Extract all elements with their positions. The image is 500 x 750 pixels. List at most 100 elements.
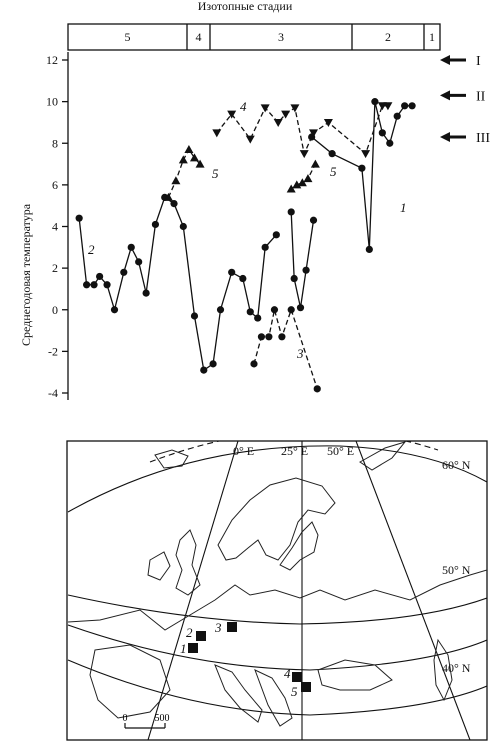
series-1-point bbox=[309, 216, 318, 224]
series-3-point bbox=[313, 385, 321, 393]
site-marker-2 bbox=[196, 631, 206, 641]
series-2-point bbox=[228, 268, 236, 276]
coast-ireland bbox=[147, 551, 171, 581]
y-tick-label: 6 bbox=[52, 178, 58, 192]
site-marker-5 bbox=[301, 682, 311, 692]
series-2-point bbox=[103, 281, 111, 289]
series-3-line bbox=[253, 307, 318, 390]
y-tick-label: 0 bbox=[52, 303, 58, 317]
series-2-point bbox=[135, 258, 143, 266]
series-1-point bbox=[386, 139, 394, 147]
coast-continent bbox=[67, 569, 487, 631]
site-marker-3 bbox=[227, 622, 237, 632]
y-tick-label: -2 bbox=[48, 344, 58, 358]
lon-label-25: 25° E bbox=[281, 444, 308, 458]
lon-label-50: 50° E bbox=[327, 444, 354, 458]
series-5-point bbox=[310, 159, 320, 168]
lon-label-0: 0° E bbox=[233, 444, 254, 458]
series-3-point bbox=[278, 333, 286, 341]
sites: 12 3 45 bbox=[180, 620, 311, 699]
coast-iberia bbox=[89, 644, 171, 719]
series-4-point bbox=[323, 118, 333, 127]
site-marker-1 bbox=[188, 643, 198, 653]
lat-label-40: 40° N bbox=[442, 661, 471, 675]
series-4-point bbox=[273, 118, 283, 127]
site-marker-4 bbox=[292, 672, 302, 682]
y-tick-label: 8 bbox=[52, 136, 58, 150]
level-label-II: II bbox=[476, 89, 486, 104]
stage-bar-frame bbox=[67, 23, 441, 51]
series-1-point bbox=[378, 129, 386, 137]
series-2-point bbox=[272, 231, 280, 239]
parallel-70 bbox=[149, 441, 439, 463]
series-2-point bbox=[83, 281, 91, 289]
site-label-4: 4 bbox=[284, 666, 291, 681]
series-4-point bbox=[227, 110, 237, 119]
series-5-point bbox=[189, 153, 199, 162]
map: 12 3 45 0° E 25° E 50° E 60° N 50° N 40° N… bbox=[66, 440, 488, 741]
site-label-5: 5 bbox=[291, 684, 298, 699]
series-5-point bbox=[195, 159, 205, 168]
series-2-point bbox=[216, 306, 225, 314]
series-1-point bbox=[365, 245, 373, 253]
parallel-45 bbox=[67, 624, 487, 671]
series-1-point bbox=[401, 102, 409, 110]
series-group bbox=[75, 98, 416, 393]
series-2-point bbox=[90, 281, 98, 289]
series-2-point bbox=[170, 200, 178, 208]
series-4-point bbox=[245, 135, 255, 144]
series-4-point bbox=[260, 104, 270, 113]
parallel-40 bbox=[67, 659, 487, 716]
series-1-point bbox=[328, 150, 336, 158]
stage-label-2: 2 bbox=[385, 30, 391, 44]
chart-title: Изотопные стадии bbox=[198, 0, 293, 13]
series-2-point bbox=[96, 272, 104, 281]
series-5-point bbox=[171, 176, 181, 185]
series-label-2: 2 bbox=[88, 242, 95, 257]
series-2-point bbox=[209, 360, 217, 368]
series-1-point bbox=[408, 102, 416, 110]
series-1-point bbox=[302, 266, 310, 274]
level-label-I: I bbox=[476, 54, 481, 69]
series-2-point bbox=[246, 308, 254, 316]
series-label-3: 3 bbox=[296, 346, 304, 361]
parallel-50 bbox=[67, 594, 487, 625]
series-4-point bbox=[281, 110, 291, 119]
series-5-point bbox=[292, 180, 302, 189]
series-2-point bbox=[261, 243, 269, 251]
series-label-5a: 5 bbox=[212, 166, 219, 181]
coast-balkans bbox=[254, 669, 293, 727]
stage-label-3: 3 bbox=[278, 30, 284, 44]
series-5-point bbox=[303, 174, 313, 183]
series-2-point bbox=[110, 306, 119, 314]
site-label-1: 1 bbox=[180, 641, 187, 656]
series-label-4: 4 bbox=[240, 99, 247, 114]
scale-end: 500 bbox=[155, 713, 170, 724]
series-3-point bbox=[270, 306, 279, 314]
scale-start: 0 bbox=[123, 713, 128, 724]
series-1-line bbox=[290, 211, 315, 308]
series-5-point bbox=[184, 144, 194, 153]
series-3-point bbox=[287, 306, 295, 314]
series-1-point bbox=[371, 98, 379, 106]
series-label-5b: 5 bbox=[330, 164, 337, 179]
series-4-point bbox=[290, 104, 300, 113]
series-3-point bbox=[265, 333, 273, 341]
series-5-point bbox=[178, 155, 188, 164]
series-4-point bbox=[299, 150, 309, 159]
coast-scandinavia bbox=[217, 477, 336, 561]
stage-label-4: 4 bbox=[196, 30, 202, 44]
coast-caspian bbox=[433, 638, 453, 702]
series-2-point bbox=[239, 274, 247, 283]
series-2-point bbox=[254, 314, 262, 322]
site-label-2: 2 bbox=[186, 625, 193, 640]
coast-baltic bbox=[279, 521, 319, 571]
series-3-point bbox=[250, 360, 258, 368]
coast-iceland bbox=[154, 449, 189, 469]
isotope-stage-bar: 5 4 3 2 1 bbox=[67, 23, 441, 51]
coast-italy bbox=[214, 664, 263, 723]
series-2-point bbox=[179, 222, 187, 231]
series-1-point bbox=[287, 208, 295, 216]
